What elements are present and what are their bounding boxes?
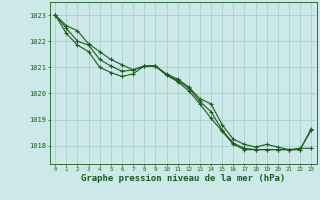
X-axis label: Graphe pression niveau de la mer (hPa): Graphe pression niveau de la mer (hPa) xyxy=(81,174,285,183)
